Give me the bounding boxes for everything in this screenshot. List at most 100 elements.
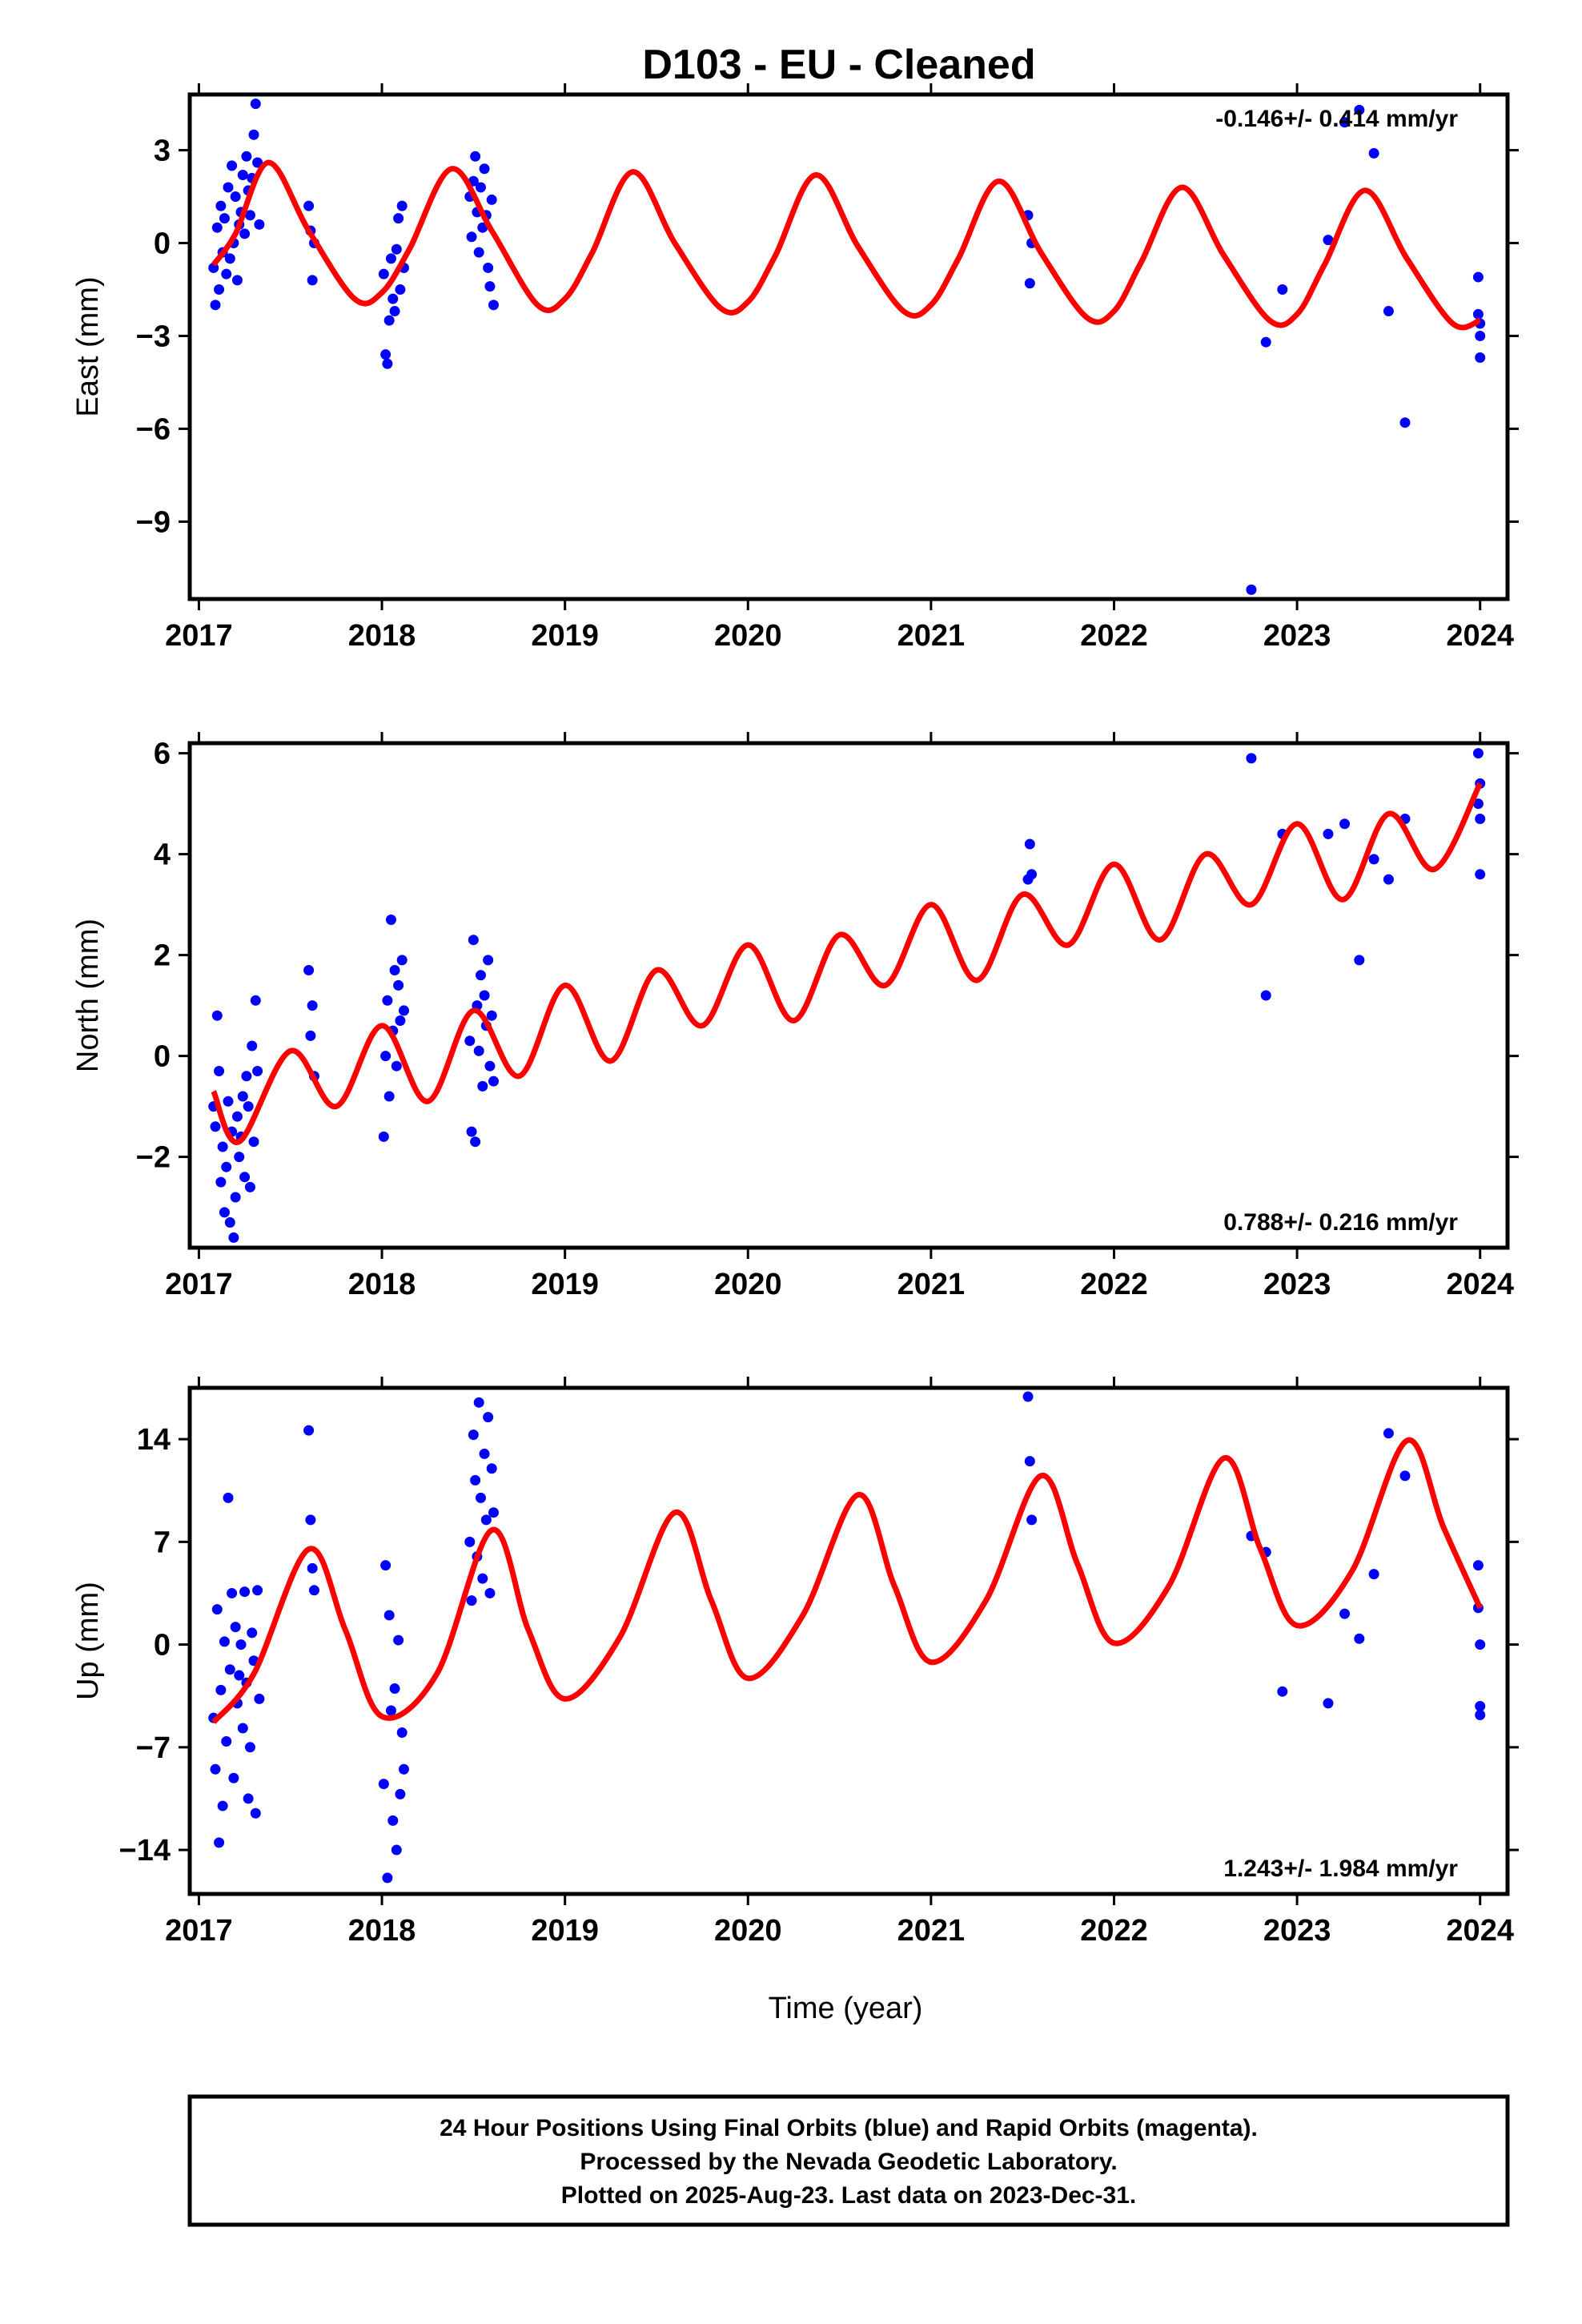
data-point [252,1585,263,1596]
plot-area [208,1391,1486,1884]
data-point [475,1492,486,1503]
data-point [223,1096,234,1107]
data-point [307,1562,318,1574]
model-fit-line [211,159,1481,331]
data-point [488,300,499,311]
data-point [307,1000,318,1011]
data-point [214,283,225,295]
data-point [1472,308,1484,320]
data-point [219,1207,230,1218]
data-point [308,1585,319,1596]
data-point [1475,1710,1486,1721]
data-point [466,231,477,243]
data-point [307,275,318,286]
data-point [231,1111,243,1122]
x-tick-label: 2017 [165,619,233,653]
data-point [466,1126,477,1137]
data-point [470,1474,481,1486]
data-point [227,160,238,171]
velocity-label: -0.146+/- 0.414 mm/yr [1215,106,1458,132]
data-point [211,1010,223,1021]
x-tick-label: 2023 [1263,619,1331,653]
data-point [466,1595,477,1606]
y-tick-label: −2 [136,1141,171,1175]
data-point [211,222,223,233]
plot-area [208,748,1486,1243]
x-tick-label: 2017 [165,1268,233,1301]
data-point [219,1636,230,1647]
data-point [235,1639,247,1651]
data-point [250,99,261,110]
data-point [1354,104,1365,115]
data-point [224,1217,235,1228]
data-point [1246,584,1257,595]
data-point [486,194,497,205]
data-point [483,1412,494,1423]
data-point [1260,990,1271,1001]
data-point [382,358,393,369]
data-point [223,182,234,193]
x-tick-label: 2020 [714,1268,782,1301]
data-point [385,1705,396,1716]
data-point [464,1035,476,1047]
data-point [217,1800,228,1811]
data-point [305,1514,316,1526]
data-point [378,1779,389,1790]
panel-up: 2017 2018 2019 2020 2021 2022 2023 2024 14 7 0 −7 −1… [71,1377,1519,1948]
data-point [484,1587,496,1598]
data-point [484,1060,496,1072]
data-point [221,1735,232,1747]
y-tick-label: 0 [154,1040,171,1074]
x-tick-label: 2018 [348,1268,416,1301]
data-point [1277,1686,1288,1697]
data-point [477,1573,488,1584]
data-point [387,1815,399,1826]
data-point [479,163,490,175]
data-point [1475,814,1486,824]
data-point [1383,874,1394,885]
x-tick-label: 2018 [348,1914,416,1948]
data-point [483,262,494,273]
data-point [382,1872,393,1884]
data-point [210,1121,221,1132]
data-point [1383,1428,1394,1439]
data-point [389,965,400,975]
data-point [484,281,496,292]
data-point [391,243,402,255]
data-point [215,1176,227,1188]
data-point [1022,1391,1034,1402]
x-tick-label: 2023 [1263,1914,1331,1948]
data-point [1475,1701,1486,1712]
data-point [391,1060,402,1072]
data-point [380,349,391,360]
panel-frame [187,741,1510,1250]
footer-line-2: Processed by the Nevada Geodetic Laborat… [580,2149,1117,2175]
data-point [389,1683,400,1695]
data-point [254,1693,265,1704]
data-point [228,1772,239,1783]
data-point [241,1071,252,1082]
data-point [303,965,315,975]
data-point [1277,283,1288,295]
x-tick-label: 2018 [348,619,416,653]
data-point [1323,235,1334,246]
data-point [383,1091,395,1102]
data-point [243,1793,254,1804]
data-point [475,182,486,193]
data-point [303,200,315,211]
data-point [479,1448,490,1459]
data-point [468,935,479,946]
footer-line-3: Plotted on 2025-Aug-23. Last data on 202… [561,2182,1137,2209]
data-point [243,1101,254,1112]
data-point [1399,1470,1411,1482]
data-point [473,1397,484,1408]
data-point [305,1030,316,1041]
data-point [224,253,235,264]
data-point [385,253,396,264]
data-point [1246,753,1257,764]
x-tick-label: 2019 [531,1914,599,1948]
y-tick-label: −7 [136,1731,171,1765]
data-point [396,955,408,966]
data-point [1472,271,1484,283]
data-point [378,1131,389,1142]
